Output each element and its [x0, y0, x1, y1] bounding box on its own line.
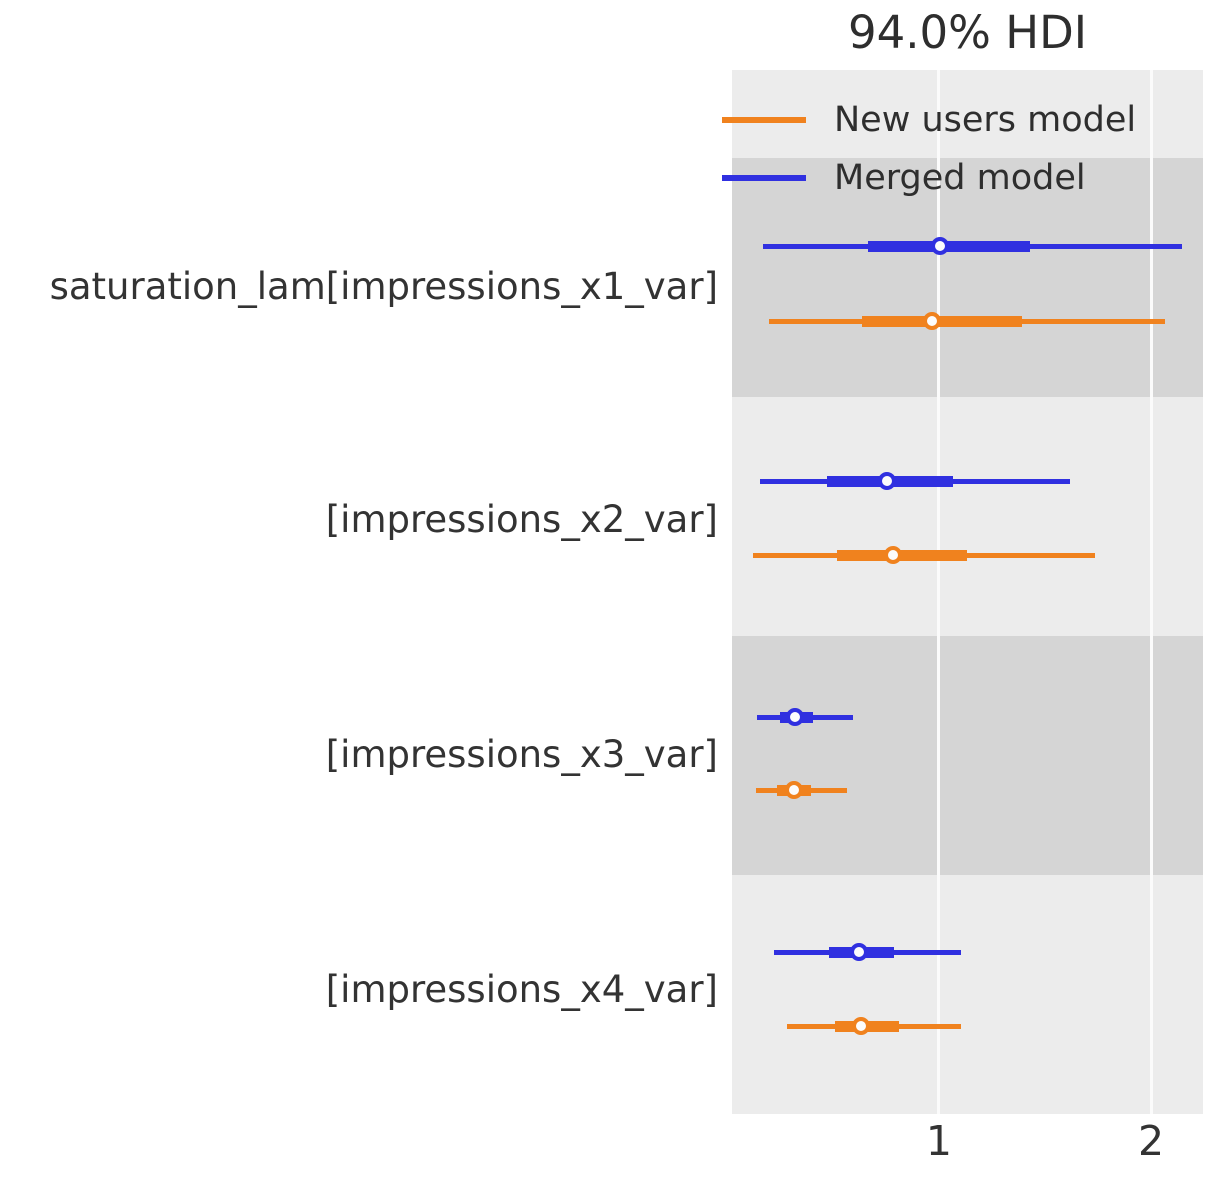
quartile-interval-line	[836, 549, 967, 561]
plot-area	[732, 70, 1203, 1114]
median-dot	[931, 237, 950, 255]
gridline	[1149, 70, 1153, 1114]
plot-title: 94.0% HDI	[847, 6, 1088, 59]
quartile-interval-line	[867, 240, 1031, 252]
y-tick-label: [impressions_x4_var]	[325, 968, 718, 1011]
x-tick-label: 1	[925, 1117, 953, 1165]
legend-line-swatch	[722, 117, 806, 123]
legend-label: New users model	[834, 100, 1137, 140]
legend-item: Merged model	[712, 154, 1136, 202]
y-tick-label: saturation_lam[impressions_x1_var]	[49, 265, 718, 308]
median-dot	[784, 781, 803, 799]
shaded-band	[732, 158, 1203, 397]
gridline	[937, 70, 941, 1114]
x-tick-label: 2	[1137, 1117, 1165, 1165]
median-dot	[883, 546, 902, 564]
legend-line-swatch	[722, 175, 806, 181]
median-dot	[878, 472, 897, 490]
quartile-interval-line	[861, 315, 1023, 327]
median-dot	[922, 312, 941, 330]
median-dot	[850, 943, 869, 961]
legend: New users model Merged model	[712, 96, 1136, 212]
median-dot	[785, 708, 804, 726]
legend-label: Merged model	[834, 158, 1086, 198]
shaded-band	[732, 636, 1203, 875]
median-dot	[851, 1017, 870, 1035]
y-tick-label: [impressions_x3_var]	[325, 733, 718, 776]
legend-item: New users model	[712, 96, 1136, 144]
y-tick-label: [impressions_x2_var]	[325, 498, 718, 541]
